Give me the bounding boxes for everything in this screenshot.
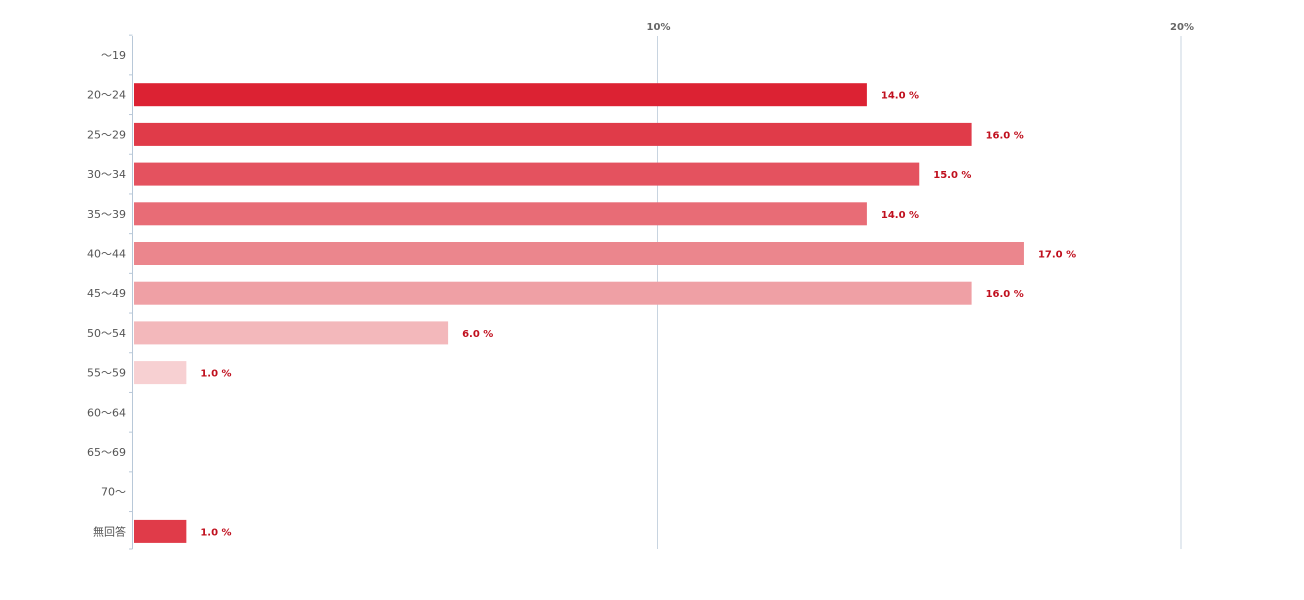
bar [134, 281, 972, 305]
value-label: 14.0 % [881, 210, 919, 221]
value-label: 17.0 % [1038, 250, 1076, 261]
value-label: 16.0 % [986, 289, 1024, 300]
category-label: 〜19 [101, 49, 126, 62]
category-label: 50〜54 [87, 327, 126, 340]
bar [134, 321, 449, 345]
category-label: 55〜59 [87, 367, 126, 380]
category-label: 30〜34 [87, 168, 126, 181]
bar [134, 361, 187, 385]
category-label: 65〜69 [87, 446, 126, 459]
value-label: 6.0 % [462, 329, 493, 340]
category-label: 無回答 [93, 524, 126, 538]
value-label: 1.0 % [200, 527, 231, 538]
category-label: 35〜39 [87, 208, 126, 221]
category-label: 20〜24 [87, 89, 126, 102]
value-label: 15.0 % [933, 170, 971, 181]
bar [134, 242, 1024, 265]
bar [134, 83, 867, 107]
bar [134, 519, 187, 543]
x-tick-label: 10% [647, 22, 671, 33]
value-label: 14.0 % [881, 91, 919, 102]
bar [134, 122, 972, 146]
value-label: 16.0 % [986, 130, 1024, 141]
bar [134, 202, 867, 226]
value-label: 1.0 % [200, 369, 231, 380]
category-label: 45〜49 [87, 287, 126, 300]
category-label: 60〜64 [87, 406, 126, 419]
bar [134, 162, 920, 186]
x-tick-label: 20% [1170, 22, 1194, 33]
category-label: 70〜 [101, 486, 126, 499]
category-label: 25〜29 [87, 128, 126, 141]
category-label: 40〜44 [87, 248, 126, 261]
